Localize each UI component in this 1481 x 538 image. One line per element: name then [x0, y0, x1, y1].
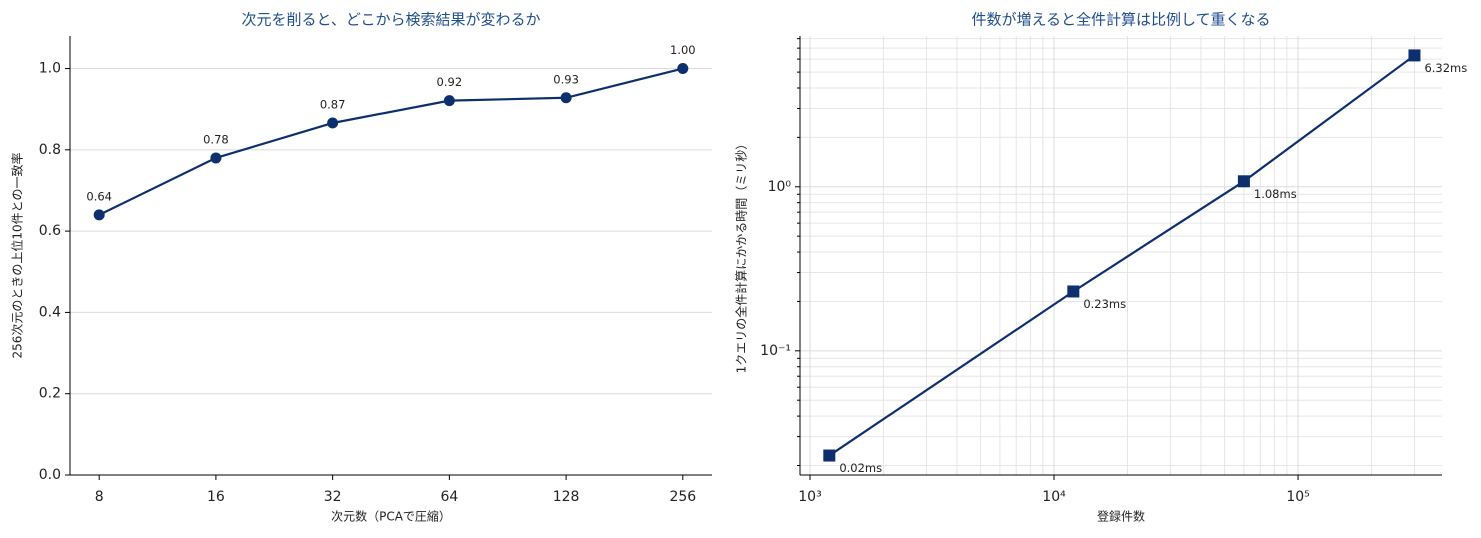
y-tick-label: 10⁰ [768, 179, 792, 195]
marker [443, 95, 455, 107]
x-tick-label: 10³ [798, 489, 821, 505]
value-label: 0.92 [437, 75, 463, 89]
value-label: 1.08ms [1254, 187, 1297, 201]
y-tick-label: 0.8 [39, 142, 61, 158]
value-label: 6.32ms [1424, 61, 1467, 75]
chart-title: 件数が増えると全件計算は比例して重くなる [971, 11, 1270, 29]
data-line [828, 54, 1416, 457]
x-axis-label: 次元数（PCAで圧縮） [331, 509, 451, 524]
value-label: 0.64 [86, 189, 112, 203]
marker [677, 63, 689, 75]
marker [560, 92, 572, 104]
x-tick-label: 10⁵ [1286, 489, 1309, 505]
x-tick-label: 256 [669, 489, 696, 505]
value-label: 0.93 [553, 72, 579, 86]
y-axis-label: 1クエリの全件計算にかかる時間（ミリ秒） [734, 138, 749, 374]
x-axis-label: 登録件数 [1097, 509, 1145, 524]
value-label: 0.87 [320, 97, 346, 111]
x-tick-label: 8 [95, 489, 104, 505]
value-label: 0.78 [203, 132, 229, 146]
marker [1237, 175, 1250, 188]
x-tick-label: 16 [207, 489, 225, 505]
marker [327, 117, 339, 129]
data-line [98, 67, 684, 216]
y-axis-label: 256次元のときの上位10件との一致率 [10, 152, 25, 358]
marker [93, 209, 105, 221]
marker [823, 449, 836, 462]
value-label: 1.00 [670, 43, 696, 57]
y-tick-label: 1.0 [39, 61, 61, 77]
y-tick-label: 10⁻¹ [760, 343, 791, 359]
y-tick-label: 0.6 [39, 223, 61, 239]
x-tick-label: 32 [324, 489, 342, 505]
x-tick-label: 10⁴ [1042, 489, 1066, 505]
y-tick-label: 0.2 [39, 386, 61, 402]
value-label: 0.02ms [839, 461, 882, 475]
y-tick-label: 0.0 [39, 467, 61, 483]
y-tick-label: 0.4 [39, 304, 61, 320]
marker [210, 152, 222, 164]
marker [1408, 49, 1421, 62]
chart-title: 次元を削ると、どこから検索結果が変わるか [242, 11, 541, 29]
marker [1067, 285, 1080, 298]
value-label: 0.23ms [1083, 297, 1126, 311]
x-tick-label: 64 [440, 489, 458, 505]
x-tick-label: 128 [553, 489, 580, 505]
